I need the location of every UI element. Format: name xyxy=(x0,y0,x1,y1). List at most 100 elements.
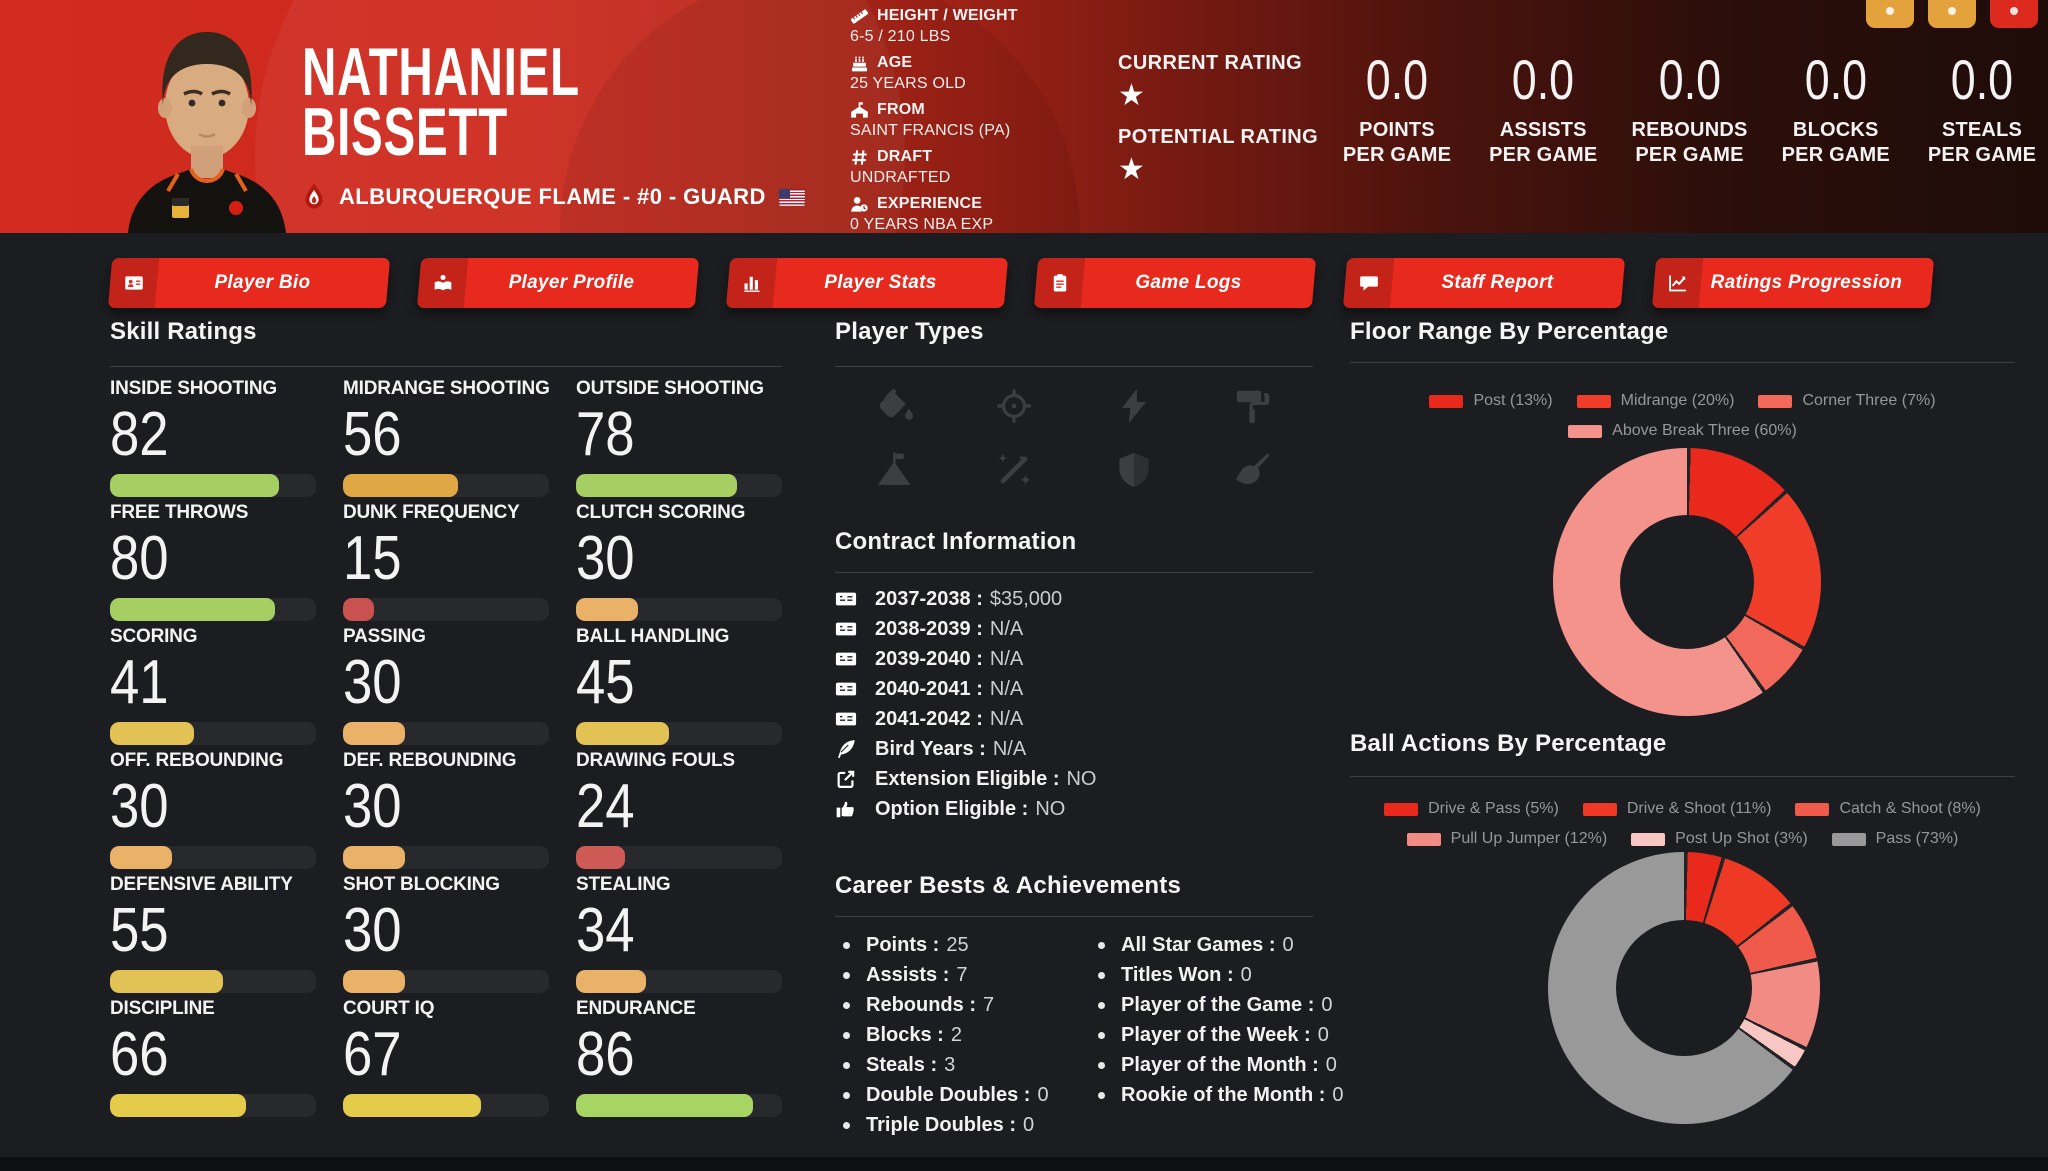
bullet-icon xyxy=(843,1031,850,1039)
team-line-text: ALBURQUERQUE FLAME - #0 - GUARD xyxy=(339,184,766,209)
ball-actions-donut-chart xyxy=(1548,852,1820,1124)
bullet-icon xyxy=(1098,971,1105,979)
stat-value: 0.0 xyxy=(1658,48,1721,111)
career-item: Player of the Month 0 xyxy=(1098,1050,1344,1080)
skill-value: 41 xyxy=(110,648,169,717)
info-item: HEIGHT / WEIGHT 6-5 / 210 LBS xyxy=(850,6,1018,47)
stat-sublabel: PER GAME xyxy=(1489,144,1598,166)
skill-value: 55 xyxy=(110,896,169,965)
stat-label: ASSISTS xyxy=(1499,119,1587,141)
player-types-title: Player Types xyxy=(835,318,984,345)
contract-row: 2037-2038 $35,000 xyxy=(835,584,1313,614)
legend-swatch xyxy=(1568,424,1603,438)
contract-row: Option Eligible NO xyxy=(835,794,1313,824)
stat-value: 0.0 xyxy=(1365,48,1429,111)
potential-rating-label: POTENTIAL RATING xyxy=(1118,126,1319,148)
skill-bar-track xyxy=(576,722,782,745)
skill-value: 56 xyxy=(343,400,402,469)
career-item-label: Player of the Game xyxy=(1121,994,1314,1017)
legend-item: Midrange (20%) xyxy=(1576,392,1734,410)
career-item-label: Rebounds xyxy=(866,994,976,1017)
skill-value: 30 xyxy=(110,772,169,841)
stat-label: REBOUNDS xyxy=(1631,119,1748,141)
current-rating-label: CURRENT RATING xyxy=(1118,52,1303,74)
info-icon xyxy=(850,54,869,73)
career-right-list: All Star Games 0 Titles Won 0 Player of … xyxy=(1098,930,1344,1110)
skill-bar-track xyxy=(343,1094,549,1117)
skill-label: ENDURANCE xyxy=(576,998,696,1019)
skill-bar-track xyxy=(110,474,316,497)
player-type-icon xyxy=(1194,438,1314,502)
ball-actions-title: Ball Actions By Percentage xyxy=(1350,730,1667,757)
legend-label: Corner Three (7%) xyxy=(1802,392,1936,409)
career-item: Triple Doubles 0 xyxy=(843,1110,1049,1140)
player-name: NATHANIEL BISSETT xyxy=(302,38,699,166)
skill-label: PASSING xyxy=(343,626,426,647)
skill-bar-track xyxy=(576,1094,782,1117)
bullet-icon xyxy=(843,941,850,949)
window-control-button[interactable] xyxy=(1928,0,1976,28)
nav-tab-label: Player Stats xyxy=(823,272,937,293)
nav-tab-button[interactable]: Game Logs xyxy=(1034,258,1317,308)
nav-tab-button[interactable]: Player Profile xyxy=(416,258,699,308)
skill-label: SCORING xyxy=(110,626,198,647)
legend-swatch xyxy=(1576,394,1611,408)
floor-range-donut-chart xyxy=(1553,448,1821,716)
footer-strip xyxy=(0,1157,2048,1171)
window-control-button[interactable] xyxy=(1990,0,2038,28)
skill-bar-fill xyxy=(343,970,405,993)
bullet-icon xyxy=(1098,1031,1105,1039)
nav-tab-button[interactable]: Player Bio xyxy=(107,258,391,308)
skill-label: INSIDE SHOOTING xyxy=(110,378,277,399)
skill-bar-track xyxy=(576,846,782,869)
info-icon xyxy=(850,195,869,214)
skill-value: 30 xyxy=(343,772,402,841)
career-item-value: 0 xyxy=(1317,1023,1329,1046)
contract-divider xyxy=(835,572,1313,573)
career-title: Career Bests & Achievements xyxy=(835,872,1182,899)
nav-tab-icon xyxy=(110,273,157,293)
skill-bar-track xyxy=(343,474,549,497)
nav-tab-button[interactable]: Player Stats xyxy=(725,258,1008,308)
skill-bar-track xyxy=(576,970,782,993)
skill-bar-track xyxy=(343,722,549,745)
stat-box: 0.0 ASSISTS PER GAME xyxy=(1473,52,1613,168)
contract-row-label: 2039-2040 xyxy=(875,648,983,671)
skill-bar-track xyxy=(343,598,549,621)
career-item-value: 0 xyxy=(1023,1113,1035,1136)
contract-row-label: Bird Years xyxy=(875,738,986,761)
nav-tab-button[interactable]: Ratings Progression xyxy=(1651,258,1935,308)
window-control-button[interactable] xyxy=(1866,0,1914,28)
stat-value: 0.0 xyxy=(1512,48,1575,111)
legend-swatch xyxy=(1384,802,1419,816)
nav-tab-button[interactable]: Staff Report xyxy=(1343,258,1626,308)
skill-rating: ENDURANCE 86 xyxy=(576,998,782,1122)
stat-sublabel: PER GAME xyxy=(1781,144,1890,166)
window-controls xyxy=(1866,0,2038,28)
career-item-value: 25 xyxy=(946,933,969,956)
bullet-icon xyxy=(1098,1001,1105,1009)
contract-row-label: Option Eligible xyxy=(875,798,1028,821)
contract-row-value: N/A xyxy=(989,677,1024,700)
contract-list: 2037-2038 $35,000 2038-2039 N/A 2039-204… xyxy=(835,584,1313,824)
career-item-value: 0 xyxy=(1282,933,1294,956)
career-item: Player of the Game 0 xyxy=(1098,990,1344,1020)
skill-bar-fill xyxy=(576,970,647,993)
contract-row-value: $35,000 xyxy=(989,587,1063,610)
nav-tab-icon xyxy=(1036,273,1083,293)
info-value: SAINT FRANCIS (PA) xyxy=(850,122,1011,139)
skill-bar-fill xyxy=(110,474,279,497)
legend-item: Above Break Three (60%) xyxy=(1568,422,1797,440)
career-item: Player of the Week 0 xyxy=(1098,1020,1344,1050)
skill-label: OFF. REBOUNDING xyxy=(110,750,284,771)
nav-tab-label: Staff Report xyxy=(1441,272,1554,293)
skill-bar-track xyxy=(343,846,549,869)
career-item-label: Player of the Month xyxy=(1121,1054,1319,1077)
skill-bar-track xyxy=(110,1094,316,1117)
career-divider xyxy=(835,916,1313,917)
skill-rating: SHOT BLOCKING 30 xyxy=(343,874,549,998)
bullet-icon xyxy=(843,1121,850,1129)
info-value: UNDRAFTED xyxy=(850,169,951,186)
skill-bar-track xyxy=(110,722,316,745)
career-item-value: 3 xyxy=(944,1053,956,1076)
